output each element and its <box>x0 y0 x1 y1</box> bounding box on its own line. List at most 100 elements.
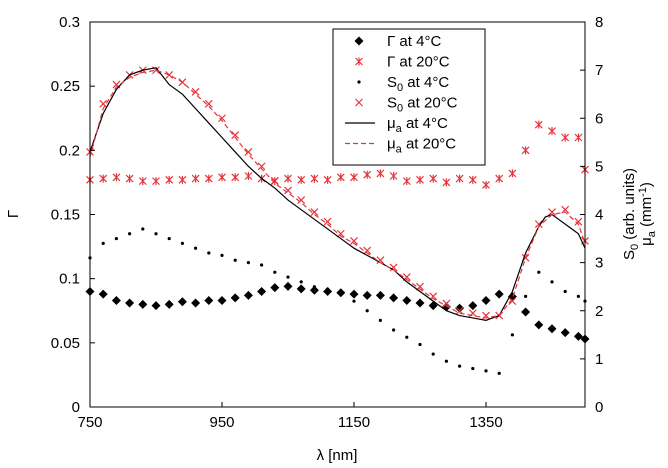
series-2-point <box>154 232 158 236</box>
series-2-point <box>299 280 303 284</box>
y-right-tick-label: 1 <box>595 351 603 368</box>
series-2-point <box>167 236 171 241</box>
series-2-point <box>220 253 224 258</box>
series-2-point <box>141 227 145 231</box>
series-2-point <box>431 352 435 356</box>
series-2-point <box>418 342 422 347</box>
series-0-point <box>389 293 399 303</box>
series-1-point <box>363 170 372 179</box>
x-tick-label: 1350 <box>469 414 502 431</box>
series-2-point <box>524 294 528 298</box>
series-2-point <box>510 333 514 337</box>
series-0-point <box>309 285 319 295</box>
series-0-point <box>217 295 227 305</box>
x-axis-label: λ [nm] <box>317 447 358 464</box>
series-0-point <box>349 289 359 299</box>
series-1-point <box>574 133 583 142</box>
legend-label-2: S0 at 4°C <box>387 74 449 94</box>
series-3-point <box>165 71 174 79</box>
series-2-point <box>458 364 462 368</box>
series-0-point <box>270 283 280 293</box>
series-0-point <box>111 295 121 305</box>
legend-marker-1 <box>355 57 363 66</box>
y-left-tick-label: 0.05 <box>51 335 80 352</box>
series-1-point <box>125 174 134 183</box>
series-3-point <box>389 263 398 272</box>
series-2-point <box>378 318 382 322</box>
series-0-point <box>230 293 240 303</box>
series-0-point <box>98 289 108 299</box>
y-left-tick-label: 0.2 <box>59 142 80 159</box>
series-2-point <box>246 261 250 265</box>
series-0-point <box>204 295 214 305</box>
series-0-point <box>362 290 372 300</box>
series-1-point <box>534 120 543 129</box>
legend-label-4: μa at 4°C <box>387 115 448 135</box>
series-2-point <box>550 280 554 284</box>
y-right-tick-label: 6 <box>595 110 603 127</box>
series-1-point <box>323 175 332 184</box>
series-3-point <box>534 220 543 229</box>
legend-marker-3 <box>355 98 363 107</box>
axes: 750 950 1150 1350 0 0.05 0.1 0.15 0.2 0.25 0.3 0 1 2 3… <box>51 14 604 431</box>
series-3-point <box>376 256 385 265</box>
series-3-point <box>297 196 306 204</box>
series-2-point <box>444 359 448 363</box>
series-3-point <box>218 114 226 123</box>
svg-text:μa (mm-1): μa (mm-1) <box>637 182 658 246</box>
series-1-point <box>561 133 570 142</box>
series-0-point <box>177 297 187 307</box>
y-right-tick-label: 3 <box>595 255 603 272</box>
series-1-point <box>178 175 187 184</box>
series-3-point <box>574 217 583 226</box>
x-tick-label: 950 <box>209 414 234 431</box>
series-1-point <box>416 175 424 184</box>
series-1-point <box>244 172 253 180</box>
series-0-point <box>296 284 306 294</box>
series-1-point <box>521 146 530 155</box>
series-1-point <box>548 127 556 136</box>
series-1-point <box>429 174 438 183</box>
y-right-tick-label: 2 <box>595 303 603 320</box>
series-0-point <box>191 298 201 308</box>
series-3-point <box>244 148 253 156</box>
series-3-point <box>99 99 108 108</box>
series-2-point <box>194 246 198 250</box>
series-1-point <box>218 173 226 182</box>
y-left-tick-label: 0.25 <box>51 78 80 95</box>
series-0-point <box>455 303 465 313</box>
series-1-point <box>112 173 121 182</box>
series-3-point <box>442 299 451 308</box>
x-tick-label: 750 <box>77 414 102 431</box>
series-0-point <box>494 289 504 299</box>
series-5-line <box>89 69 586 319</box>
y-right-tick-label: 7 <box>595 62 603 79</box>
series-2-point <box>405 335 409 339</box>
series-1-point <box>482 180 490 189</box>
series-3-point <box>257 162 266 171</box>
series-2-point <box>233 258 237 262</box>
series-2-point <box>576 294 581 298</box>
y-left-tick-label: 0.15 <box>51 207 80 224</box>
series-0-point <box>534 320 544 330</box>
series-0-point <box>283 281 293 291</box>
series-3-point <box>561 205 570 214</box>
series-3-point <box>548 208 556 217</box>
series-1-point <box>402 177 411 186</box>
y-left-tick-label: 0.1 <box>59 271 80 288</box>
series-0-point <box>415 298 425 308</box>
series-1-point <box>389 172 398 180</box>
series-0-point <box>468 301 478 311</box>
series-3-point <box>429 292 438 301</box>
series-2-point <box>207 251 211 255</box>
series-3-point <box>508 297 517 306</box>
y-right-tick-label: 8 <box>595 14 603 31</box>
x-tick-label: 1150 <box>338 414 370 431</box>
legend: Γ at 4°CΓ at 20°CS0 at 4°CS0 at 20°Cμa a… <box>332 28 486 166</box>
series-2-point <box>260 263 264 267</box>
series-0-point <box>573 331 583 341</box>
series-1-point <box>310 174 319 183</box>
series-2-point <box>339 292 343 296</box>
series-1-point <box>191 174 200 183</box>
